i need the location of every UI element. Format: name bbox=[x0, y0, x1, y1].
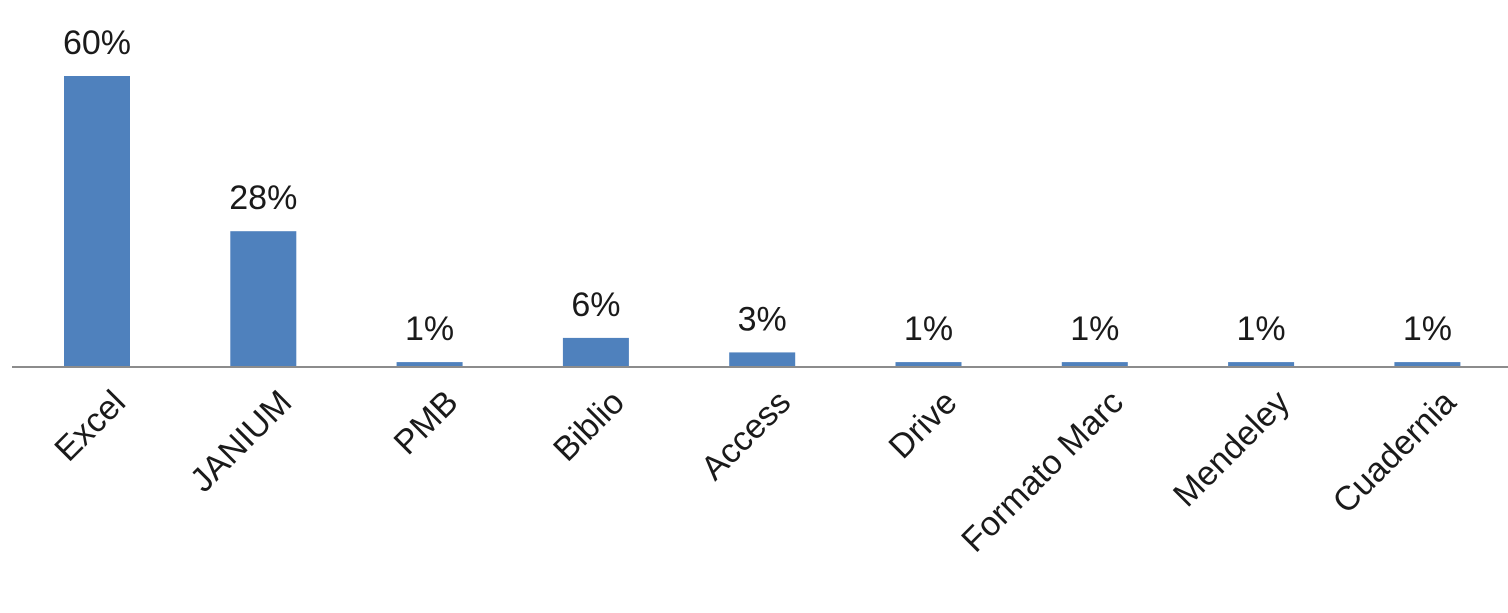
category-tick-label: Excel bbox=[47, 383, 133, 469]
bar-mendeley bbox=[1228, 362, 1295, 367]
bar-drive bbox=[895, 362, 962, 367]
data-label: 1% bbox=[1070, 310, 1119, 348]
category-tick-label: Cuadernia bbox=[1326, 383, 1464, 521]
value-labels-layer: 60% 28% 1% 6% 3% 1% 1% 1% 1% bbox=[63, 24, 1452, 348]
category-tick-label: Formato Marc bbox=[954, 383, 1130, 559]
category-tick-label: Biblio bbox=[546, 383, 632, 469]
bar-cuadernia bbox=[1394, 362, 1461, 367]
category-tick-label: Mendeley bbox=[1166, 383, 1297, 514]
data-label: 60% bbox=[63, 24, 131, 62]
data-label: 1% bbox=[904, 310, 953, 348]
data-label: 1% bbox=[405, 310, 454, 348]
bar-biblio bbox=[562, 337, 629, 367]
bar-pmb bbox=[396, 362, 463, 367]
category-tick-label: PMB bbox=[387, 383, 466, 462]
bar-access bbox=[729, 352, 796, 367]
data-label: 6% bbox=[571, 286, 620, 324]
category-tick-label: Access bbox=[694, 383, 798, 487]
data-label: 3% bbox=[738, 300, 787, 338]
data-label: 28% bbox=[229, 179, 297, 217]
data-label: 1% bbox=[1403, 310, 1452, 348]
bar-janium bbox=[230, 231, 297, 367]
category-tick-label: Drive bbox=[882, 383, 965, 466]
bar-formato-marc bbox=[1061, 362, 1128, 367]
bar-excel bbox=[64, 76, 130, 367]
data-label: 1% bbox=[1237, 310, 1286, 348]
bars-layer bbox=[64, 76, 1461, 367]
category-tick-label: JANIUM bbox=[183, 383, 299, 499]
